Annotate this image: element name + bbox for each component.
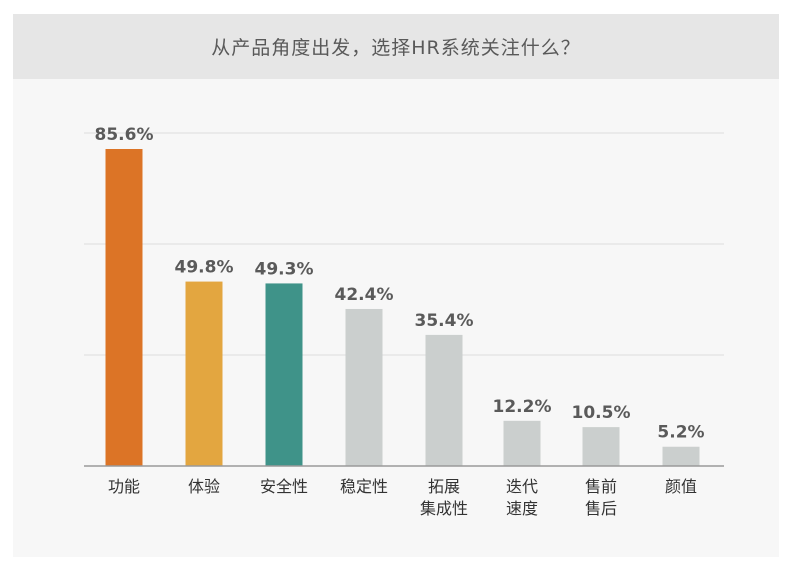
category-label: 售前: [585, 477, 617, 496]
value-label: 42.4%: [335, 285, 394, 305]
category-label: 迭代: [506, 477, 538, 496]
category-label: 体验: [188, 477, 220, 496]
value-label: 85.6%: [95, 125, 154, 145]
category-label: 颜值: [665, 477, 697, 496]
bar-8: [662, 446, 700, 466]
bar-3: [265, 283, 303, 466]
category-label: 稳定性: [340, 477, 388, 496]
bar-2: [185, 281, 223, 466]
category-label: 集成性: [420, 499, 468, 518]
chart-title: 从产品角度出发，选择HR系统关注什么？: [13, 14, 779, 79]
value-label: 35.4%: [415, 311, 474, 331]
category-label: 拓展: [428, 477, 460, 496]
value-label: 5.2%: [657, 423, 704, 443]
bar-6: [503, 420, 541, 466]
category-label: 速度: [506, 499, 538, 518]
bar-1: [105, 149, 143, 466]
category-label: 功能: [108, 477, 140, 496]
value-label: 49.8%: [175, 258, 234, 278]
bar-4: [345, 308, 383, 466]
bar-5: [425, 334, 463, 466]
value-label: 49.3%: [255, 259, 314, 279]
category-label: 售后: [585, 499, 617, 518]
value-label: 10.5%: [572, 403, 631, 423]
bar-7: [582, 427, 620, 466]
category-label: 安全性: [260, 477, 308, 496]
value-label: 12.2%: [493, 397, 552, 417]
